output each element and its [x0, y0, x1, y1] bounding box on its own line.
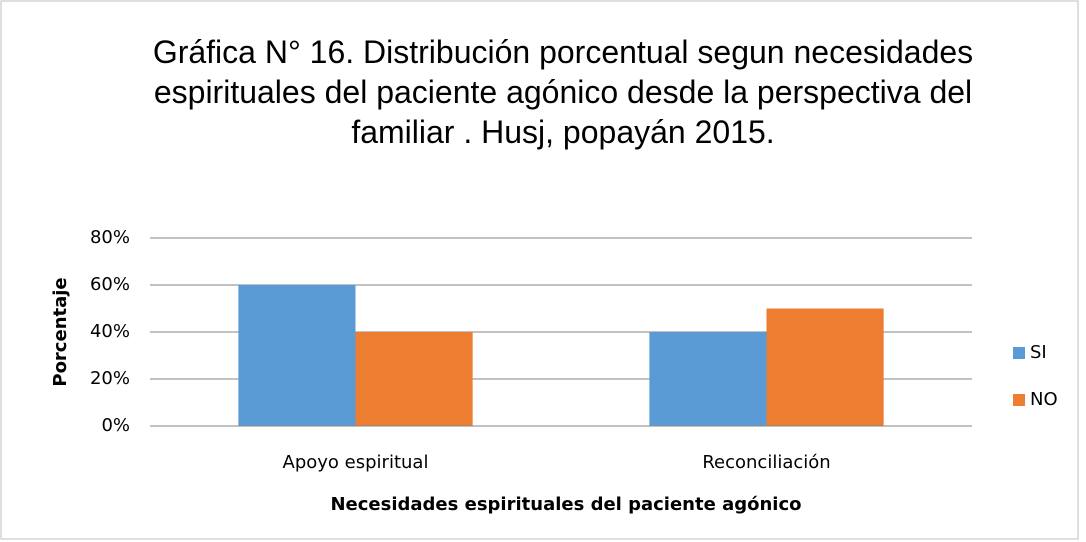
x-tick-label: Apoyo espiritual [283, 452, 429, 473]
legend-label: NO [1030, 389, 1058, 410]
x-tick-label: Reconciliación [702, 452, 830, 473]
x-axis-label: Necesidades espirituales del paciente ag… [330, 494, 801, 515]
bar [766, 308, 884, 426]
y-tick-label: 40% [90, 321, 130, 342]
y-tick-label: 80% [90, 227, 130, 248]
y-tick-label: 20% [90, 368, 130, 389]
legend-label: SI [1030, 342, 1047, 363]
legend-swatch [1013, 347, 1025, 359]
y-tick-label: 0% [101, 415, 130, 436]
bar [355, 332, 473, 426]
y-tick-label: 60% [90, 274, 130, 295]
y-axis-label: Porcentaje [50, 277, 71, 386]
bar [649, 332, 767, 426]
chart-title: Gráfica N° 16. Distribución porcentual s… [152, 34, 974, 150]
bar [238, 285, 356, 426]
legend-swatch [1013, 394, 1025, 406]
